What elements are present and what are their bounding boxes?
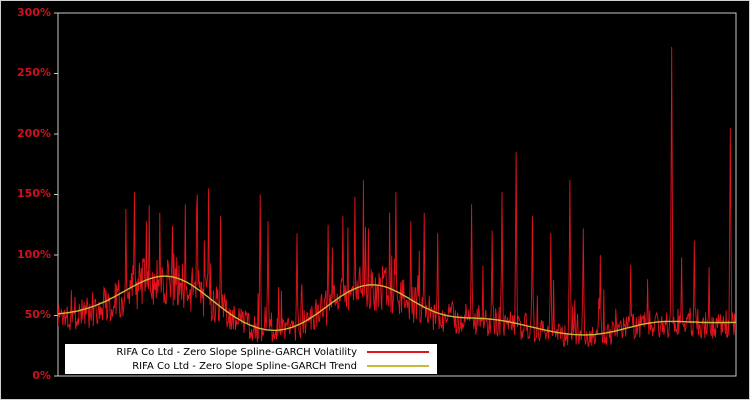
legend-item-trend: RIFA Co Ltd - Zero Slope Spline-GARCH Tr… [73,359,429,373]
y-axis-tick-0: 0% [32,369,51,382]
legend-item-volatility: RIFA Co Ltd - Zero Slope Spline-GARCH Vo… [73,345,429,359]
volatility-line-swatch [367,351,429,353]
trend-series-line [58,275,736,336]
trend-line-swatch [367,365,429,367]
y-axis-tick-100: 100% [17,248,51,261]
y-axis-tick-250: 250% [17,66,51,79]
y-axis-tick-200: 200% [17,127,51,140]
legend-label-trend: RIFA Co Ltd - Zero Slope Spline-GARCH Tr… [132,360,357,372]
chart-legend: RIFA Co Ltd - Zero Slope Spline-GARCH Vo… [65,344,437,374]
y-axis-tick-50: 50% [24,308,51,321]
legend-label-volatility: RIFA Co Ltd - Zero Slope Spline-GARCH Vo… [116,346,357,358]
plot-border [57,12,737,377]
volatility-series-line [58,46,736,347]
y-axis-tick-300: 300% [17,6,51,19]
y-axis-tick-150: 150% [17,187,51,200]
